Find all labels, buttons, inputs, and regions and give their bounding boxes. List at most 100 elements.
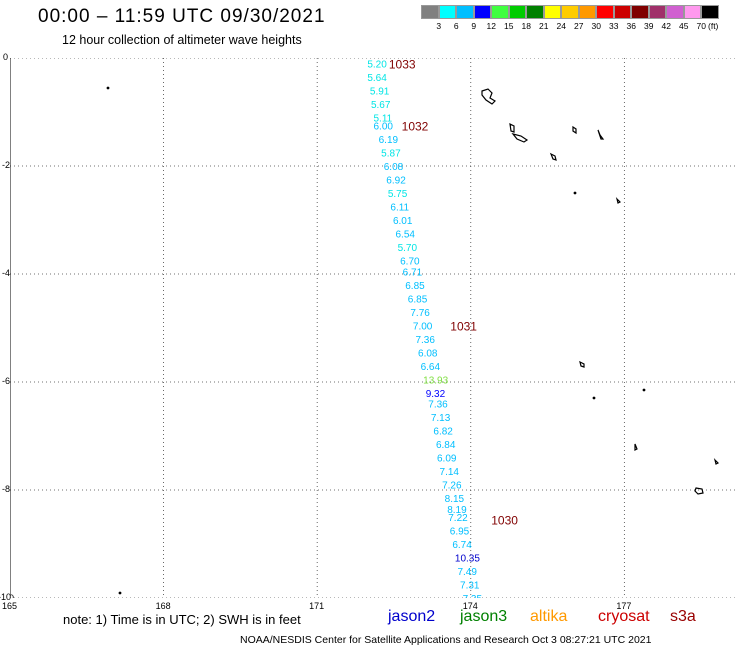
legend-label: 42 [661, 21, 671, 31]
x-tick-label: 174 [462, 601, 478, 611]
map-subtitle: 12 hour collection of altimeter wave hei… [62, 33, 302, 47]
wave-height-label: 6.71 [403, 267, 423, 278]
wave-height-label: 7.00 [413, 321, 433, 332]
island-outline [713, 458, 720, 465]
wave-height-label: 6.00 [374, 122, 394, 133]
legend-swatch [648, 5, 666, 19]
legend-label: 39 [644, 21, 654, 31]
color-scale-labels: 3 6 9 12 15 18 21 24 27 30 33 36 39 42 45 70 [421, 21, 706, 31]
wave-height-label: 7.76 [410, 308, 430, 319]
y-tick-label: 0 [3, 52, 9, 62]
island-outline [694, 487, 704, 495]
satellite-jason2-label: jason2 [388, 608, 436, 625]
island-dot [592, 396, 596, 400]
wave-height-label: 5.75 [388, 189, 408, 200]
wave-height-label: 8.15 [445, 494, 465, 505]
wave-height-label: 7.22 [448, 513, 468, 524]
legend-label: 70 [696, 21, 706, 31]
legend-swatch [421, 5, 439, 19]
y-tick-label: -10 [0, 592, 12, 602]
legend-swatch [613, 5, 631, 19]
pressure-label: 1030 [491, 514, 518, 528]
legend-swatch [491, 5, 509, 19]
legend-swatch [473, 5, 491, 19]
wave-height-label: 7.26 [442, 481, 462, 492]
legend-swatch [631, 5, 649, 19]
x-tick-label: 177 [616, 601, 632, 611]
x-tick-label: 168 [155, 601, 171, 611]
y-tick-label: -10 [10, 593, 14, 598]
wave-height-label: 6.11 [390, 203, 409, 214]
legend-label: 18 [521, 21, 531, 31]
wave-height-label: 6.95 [450, 527, 470, 538]
wave-height-label: 5.67 [371, 100, 391, 111]
footnote: note: 1) Time is in UTC; 2) SWH is in fe… [63, 612, 301, 627]
wave-height-label: 13.93 [423, 375, 448, 386]
wave-height-label: 7.25 [463, 594, 483, 598]
wave-height-label: 5.20 [367, 59, 387, 70]
pressure-label: 1031 [450, 319, 477, 333]
island-outline [634, 443, 638, 451]
legend-label: 6 [453, 21, 459, 31]
wave-height-label: 7.31 [460, 581, 480, 592]
wave-height-label: 7.14 [440, 467, 460, 478]
x-tick-label: 171 [309, 601, 325, 611]
legend-label: 45 [679, 21, 689, 31]
y-tick-label: -2 [2, 160, 11, 170]
wave-height-label: 5.91 [370, 86, 390, 97]
wave-height-label: 7.36 [415, 335, 435, 346]
wave-height-label: 6.85 [408, 294, 428, 305]
wave-height-label: 6.64 [421, 362, 441, 373]
x-tick-label: 165 [2, 601, 18, 611]
wave-height-label: 5.64 [367, 73, 387, 84]
legend-label: 12 [486, 21, 496, 31]
wave-height-label: 9.32 [426, 389, 446, 400]
credit-line: NOAA/NESDIS Center for Satellite Applica… [240, 634, 652, 646]
legend-swatch [438, 5, 456, 19]
legend-swatch [508, 5, 526, 19]
legend-swatch [543, 5, 561, 19]
wave-height-label: 6.85 [405, 281, 425, 292]
wave-height-label: 5.70 [398, 243, 418, 254]
island-dot [118, 591, 122, 595]
legend-swatch [683, 5, 701, 19]
island-outline [579, 360, 585, 368]
island-outline [549, 152, 557, 161]
legend-label: 15 [504, 21, 514, 31]
island-outline [509, 122, 529, 143]
wave-height-label: 6.92 [386, 176, 406, 187]
legend-label: 24 [556, 21, 566, 31]
wave-height-label: 5.11 [374, 113, 393, 124]
legend-label: 3 [436, 21, 442, 31]
wave-height-label: 10.35 [455, 554, 480, 565]
map-title: 00:00 – 11:59 UTC 09/30/2021 [38, 6, 326, 27]
wave-height-label: 6.08 [384, 162, 404, 173]
legend-label: 36 [626, 21, 636, 31]
pressure-label: 1033 [389, 58, 416, 71]
pressure-label: 1032 [402, 120, 429, 134]
color-scale-unit: (ft) [708, 21, 719, 31]
wave-height-label: 6.08 [418, 348, 438, 359]
legend-swatch [456, 5, 474, 19]
legend-swatch [666, 5, 684, 19]
legend-label: 21 [539, 21, 549, 31]
wave-height-label: 6.09 [437, 454, 457, 465]
legend-label: 27 [574, 21, 584, 31]
island-dot [106, 86, 110, 90]
y-tick-label: -4 [2, 268, 11, 278]
island-outline [597, 129, 605, 140]
color-scale-legend [421, 5, 719, 19]
wave-height-label: 7.49 [457, 567, 477, 578]
wave-height-label: 6.82 [433, 427, 453, 438]
wave-height-label: 5.87 [381, 149, 401, 160]
legend-swatch [561, 5, 579, 19]
y-tick-label: -8 [2, 484, 11, 494]
legend-label: 9 [471, 21, 477, 31]
island-outline [615, 197, 622, 204]
legend-swatch [578, 5, 596, 19]
island-dot [642, 388, 646, 392]
wave-height-label: 6.19 [379, 135, 399, 146]
legend-swatch [596, 5, 614, 19]
wave-height-label: 7.13 [431, 413, 451, 424]
wave-height-map: 0-2-4-6-8-105.205.645.915.675.116.006.19… [10, 58, 737, 598]
